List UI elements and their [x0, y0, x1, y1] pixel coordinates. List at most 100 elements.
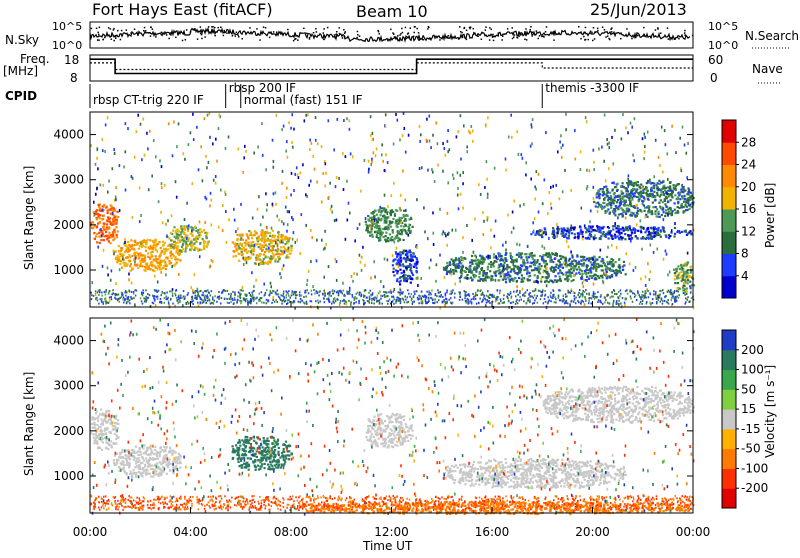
data-cell — [520, 256, 522, 258]
scatter-cell — [270, 285, 272, 288]
data-cell — [372, 211, 374, 213]
noise-axis-bottom: 10^0 — [52, 39, 82, 52]
data-cell — [687, 233, 689, 235]
data-cell — [608, 227, 610, 229]
scatter-cell — [167, 219, 169, 222]
scatter-cell — [373, 220, 375, 223]
data-cell — [167, 257, 169, 259]
scatter-cell — [350, 303, 352, 306]
data-cell — [462, 266, 464, 268]
scatter-cell — [542, 245, 544, 248]
ground-cell — [303, 302, 305, 304]
data-cell — [584, 272, 586, 274]
scatter-cell — [175, 180, 177, 183]
scatter-cell — [377, 295, 379, 298]
nave-label: Nave — [752, 62, 783, 76]
ground-cell — [676, 290, 678, 292]
data-cell — [596, 194, 598, 196]
data-cell — [175, 242, 177, 244]
ground-cell — [358, 300, 360, 302]
data-cell — [248, 242, 250, 244]
scatter-cell — [277, 245, 279, 248]
scatter-cell — [244, 145, 246, 148]
data-cell — [651, 210, 653, 212]
scatter-cell — [356, 273, 358, 276]
scatter-cell — [531, 142, 533, 145]
ground-cell — [122, 298, 124, 300]
data-cell — [389, 220, 391, 222]
scatter-cell — [119, 268, 121, 271]
scatter-cell — [291, 141, 293, 144]
scatter-cell — [604, 234, 606, 237]
scatter-cell — [96, 157, 98, 160]
ground-cell — [554, 301, 556, 303]
ground-cell — [387, 303, 389, 305]
ground-cell — [383, 291, 385, 293]
ground-cell — [402, 298, 404, 300]
scatter-cell — [431, 168, 433, 171]
noise-dot — [526, 39, 528, 41]
data-cell — [621, 193, 623, 195]
ground-cell — [240, 297, 242, 299]
noise-dot — [289, 36, 291, 38]
scatter-cell — [586, 279, 588, 282]
noise-dot — [218, 27, 220, 29]
scatter-cell — [525, 173, 527, 176]
data-cell — [400, 225, 402, 227]
noise-dot — [126, 29, 128, 31]
data-cell — [374, 231, 376, 233]
data-cell — [409, 232, 411, 234]
ground-cell — [641, 303, 643, 305]
scatter-cell — [519, 243, 521, 246]
data-cell — [602, 233, 604, 235]
ground-cell — [142, 294, 144, 296]
data-cell — [654, 199, 656, 201]
data-cell — [613, 212, 615, 214]
noise-dot — [117, 30, 119, 32]
data-cell — [116, 219, 118, 221]
scatter-cell — [123, 165, 125, 168]
data-cell — [689, 230, 691, 232]
ground-cell — [368, 292, 370, 294]
data-cell — [271, 240, 273, 242]
ground-cell — [241, 300, 243, 302]
data-cell — [246, 242, 248, 244]
noise-dot — [212, 26, 214, 28]
ground-cell — [103, 303, 105, 305]
scatter-cell — [533, 230, 535, 233]
data-cell — [652, 202, 654, 204]
data-cell — [660, 199, 662, 201]
data-cell — [588, 278, 590, 280]
data-cell — [614, 235, 616, 237]
scatter-cell — [527, 245, 529, 248]
data-cell — [481, 269, 483, 271]
scatter-cell — [551, 207, 553, 210]
scatter-cell — [192, 289, 194, 292]
ground-cell — [502, 302, 504, 304]
data-cell — [391, 209, 393, 211]
data-cell — [658, 213, 660, 215]
ground-cell — [570, 292, 572, 294]
scatter-cell — [510, 114, 512, 117]
scatter-cell — [160, 271, 162, 274]
data-cell — [150, 246, 152, 248]
ground-cell — [282, 295, 284, 297]
scatter-cell — [531, 123, 533, 126]
scatter-cell — [681, 184, 683, 187]
ground-cell — [534, 294, 536, 296]
scatter-cell — [275, 203, 277, 206]
scatter-cell — [684, 144, 686, 147]
ground-cell — [266, 289, 268, 291]
ground-cell — [678, 294, 680, 296]
noise-dot — [323, 28, 325, 30]
scatter-cell — [375, 154, 377, 157]
data-cell — [157, 258, 159, 260]
noise-dot — [402, 32, 404, 34]
data-cell — [367, 215, 369, 217]
data-cell — [637, 192, 639, 194]
scatter-cell — [644, 136, 646, 139]
scatter-cell — [667, 273, 669, 276]
scatter-cell — [472, 140, 474, 143]
data-cell — [607, 268, 609, 270]
ground-cell — [667, 299, 669, 301]
